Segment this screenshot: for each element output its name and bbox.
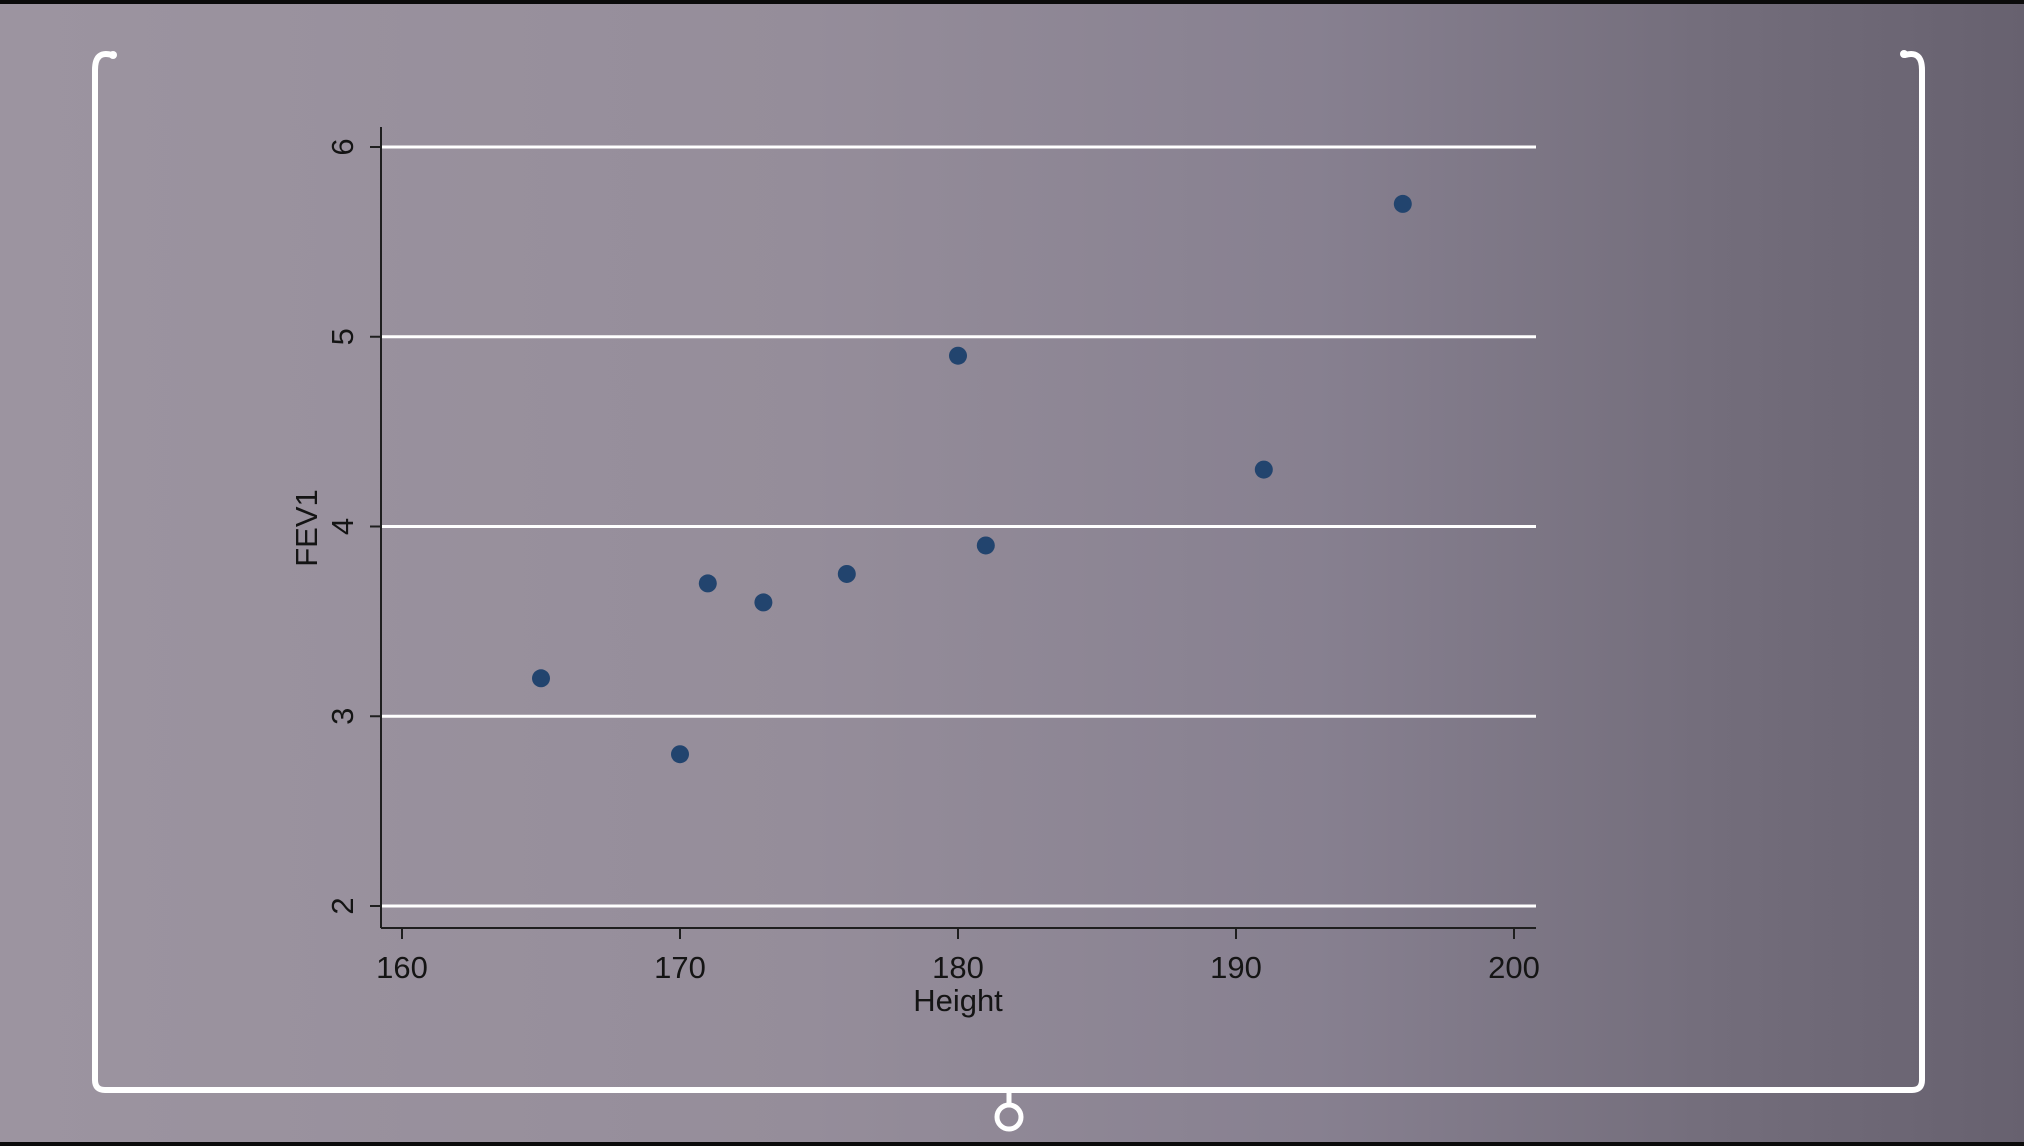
y-axis-title: FEV1 bbox=[289, 489, 324, 567]
x-axis-title: Height bbox=[913, 983, 1003, 1018]
bracket-left-end bbox=[109, 51, 117, 59]
y-tick-label-2: 2 bbox=[325, 897, 360, 914]
x-tick-label-190: 190 bbox=[1210, 950, 1262, 985]
data-points bbox=[532, 194, 1412, 764]
x-tick-label-180: 180 bbox=[932, 950, 984, 985]
data-point bbox=[1254, 460, 1273, 479]
data-point bbox=[698, 574, 717, 593]
y-tick-label-5: 5 bbox=[325, 328, 360, 345]
y-tick-label-6: 6 bbox=[325, 138, 360, 155]
gridlines bbox=[381, 145, 1536, 908]
y-tick-label-3: 3 bbox=[325, 708, 360, 725]
data-point bbox=[1393, 194, 1412, 213]
x-ticks: 160 170 180 190 200 bbox=[376, 928, 1540, 985]
data-point bbox=[532, 669, 550, 688]
x-tick-label-170: 170 bbox=[654, 950, 706, 985]
data-point bbox=[837, 564, 856, 583]
data-point bbox=[671, 745, 689, 764]
x-tick-label-160: 160 bbox=[376, 950, 428, 985]
data-point bbox=[976, 536, 995, 555]
bracket-knob bbox=[994, 1102, 1024, 1132]
bracket-right-end bbox=[1900, 50, 1908, 58]
data-point bbox=[754, 593, 773, 612]
x-tick-label-200: 200 bbox=[1488, 950, 1540, 985]
bracket-frame bbox=[92, 51, 1925, 1093]
y-ticks: 2 3 4 5 6 bbox=[325, 138, 381, 915]
data-point bbox=[949, 346, 967, 365]
y-tick-label-4: 4 bbox=[325, 518, 360, 535]
